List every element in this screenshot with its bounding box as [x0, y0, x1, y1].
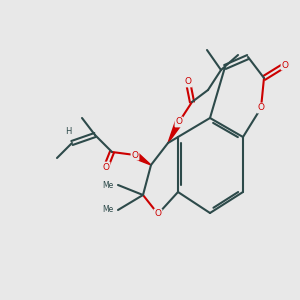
Text: O: O: [281, 61, 289, 70]
Text: O: O: [103, 163, 110, 172]
Text: O: O: [176, 118, 182, 127]
Polygon shape: [168, 120, 182, 143]
Text: Me: Me: [102, 206, 113, 214]
Text: H: H: [65, 128, 71, 136]
Text: O: O: [184, 77, 191, 86]
Text: O: O: [131, 151, 139, 160]
Text: O: O: [154, 209, 161, 218]
Text: Me: Me: [102, 181, 113, 190]
Text: O: O: [257, 103, 265, 112]
Polygon shape: [133, 152, 151, 165]
